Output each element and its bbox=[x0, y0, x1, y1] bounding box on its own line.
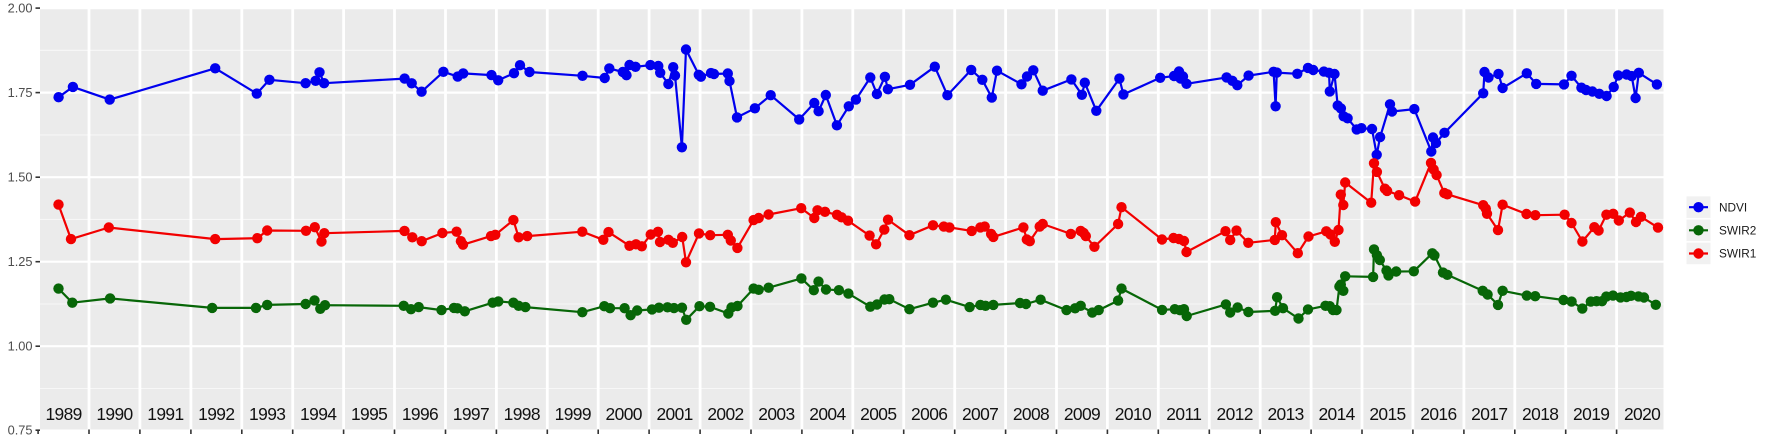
svg-text:1.00: 1.00 bbox=[8, 339, 33, 354]
svg-text:1993: 1993 bbox=[249, 404, 285, 424]
svg-text:1.25: 1.25 bbox=[8, 254, 33, 269]
svg-text:1999: 1999 bbox=[555, 404, 591, 424]
svg-text:1991: 1991 bbox=[147, 404, 183, 424]
svg-text:2014: 2014 bbox=[1318, 404, 1355, 424]
svg-text:0.75: 0.75 bbox=[8, 423, 33, 438]
svg-text:2018: 2018 bbox=[1522, 404, 1558, 424]
svg-text:2.00: 2.00 bbox=[8, 1, 33, 16]
svg-text:1990: 1990 bbox=[96, 404, 132, 424]
svg-text:2009: 2009 bbox=[1064, 404, 1100, 424]
svg-text:1.50: 1.50 bbox=[8, 170, 33, 185]
svg-text:2019: 2019 bbox=[1573, 404, 1609, 424]
svg-text:1994: 1994 bbox=[300, 404, 337, 424]
svg-text:2015: 2015 bbox=[1369, 404, 1405, 424]
svg-text:2020: 2020 bbox=[1624, 404, 1660, 424]
svg-text:2011: 2011 bbox=[1166, 404, 1201, 424]
svg-text:1.75: 1.75 bbox=[8, 85, 33, 100]
svg-text:1997: 1997 bbox=[453, 404, 489, 424]
svg-text:1989: 1989 bbox=[45, 404, 81, 424]
svg-text:1996: 1996 bbox=[402, 404, 438, 424]
svg-text:2002: 2002 bbox=[707, 404, 743, 424]
svg-text:2007: 2007 bbox=[962, 404, 998, 424]
svg-text:1995: 1995 bbox=[351, 404, 387, 424]
svg-text:2017: 2017 bbox=[1471, 404, 1507, 424]
svg-text:2005: 2005 bbox=[860, 404, 896, 424]
svg-text:2008: 2008 bbox=[1013, 404, 1049, 424]
svg-text:2004: 2004 bbox=[809, 404, 846, 424]
svg-text:SWIR2: SWIR2 bbox=[1719, 224, 1756, 238]
svg-text:2013: 2013 bbox=[1267, 404, 1303, 424]
svg-text:2001: 2001 bbox=[656, 404, 692, 424]
svg-text:2006: 2006 bbox=[911, 404, 947, 424]
svg-text:1998: 1998 bbox=[504, 404, 540, 424]
svg-text:2010: 2010 bbox=[1115, 404, 1151, 424]
svg-text:SWIR1: SWIR1 bbox=[1719, 247, 1756, 261]
svg-text:2000: 2000 bbox=[606, 404, 642, 424]
svg-text:1992: 1992 bbox=[198, 404, 234, 424]
svg-text:2003: 2003 bbox=[758, 404, 794, 424]
svg-text:2016: 2016 bbox=[1420, 404, 1456, 424]
svg-text:NDVI: NDVI bbox=[1719, 200, 1747, 214]
svg-text:2012: 2012 bbox=[1217, 404, 1253, 424]
